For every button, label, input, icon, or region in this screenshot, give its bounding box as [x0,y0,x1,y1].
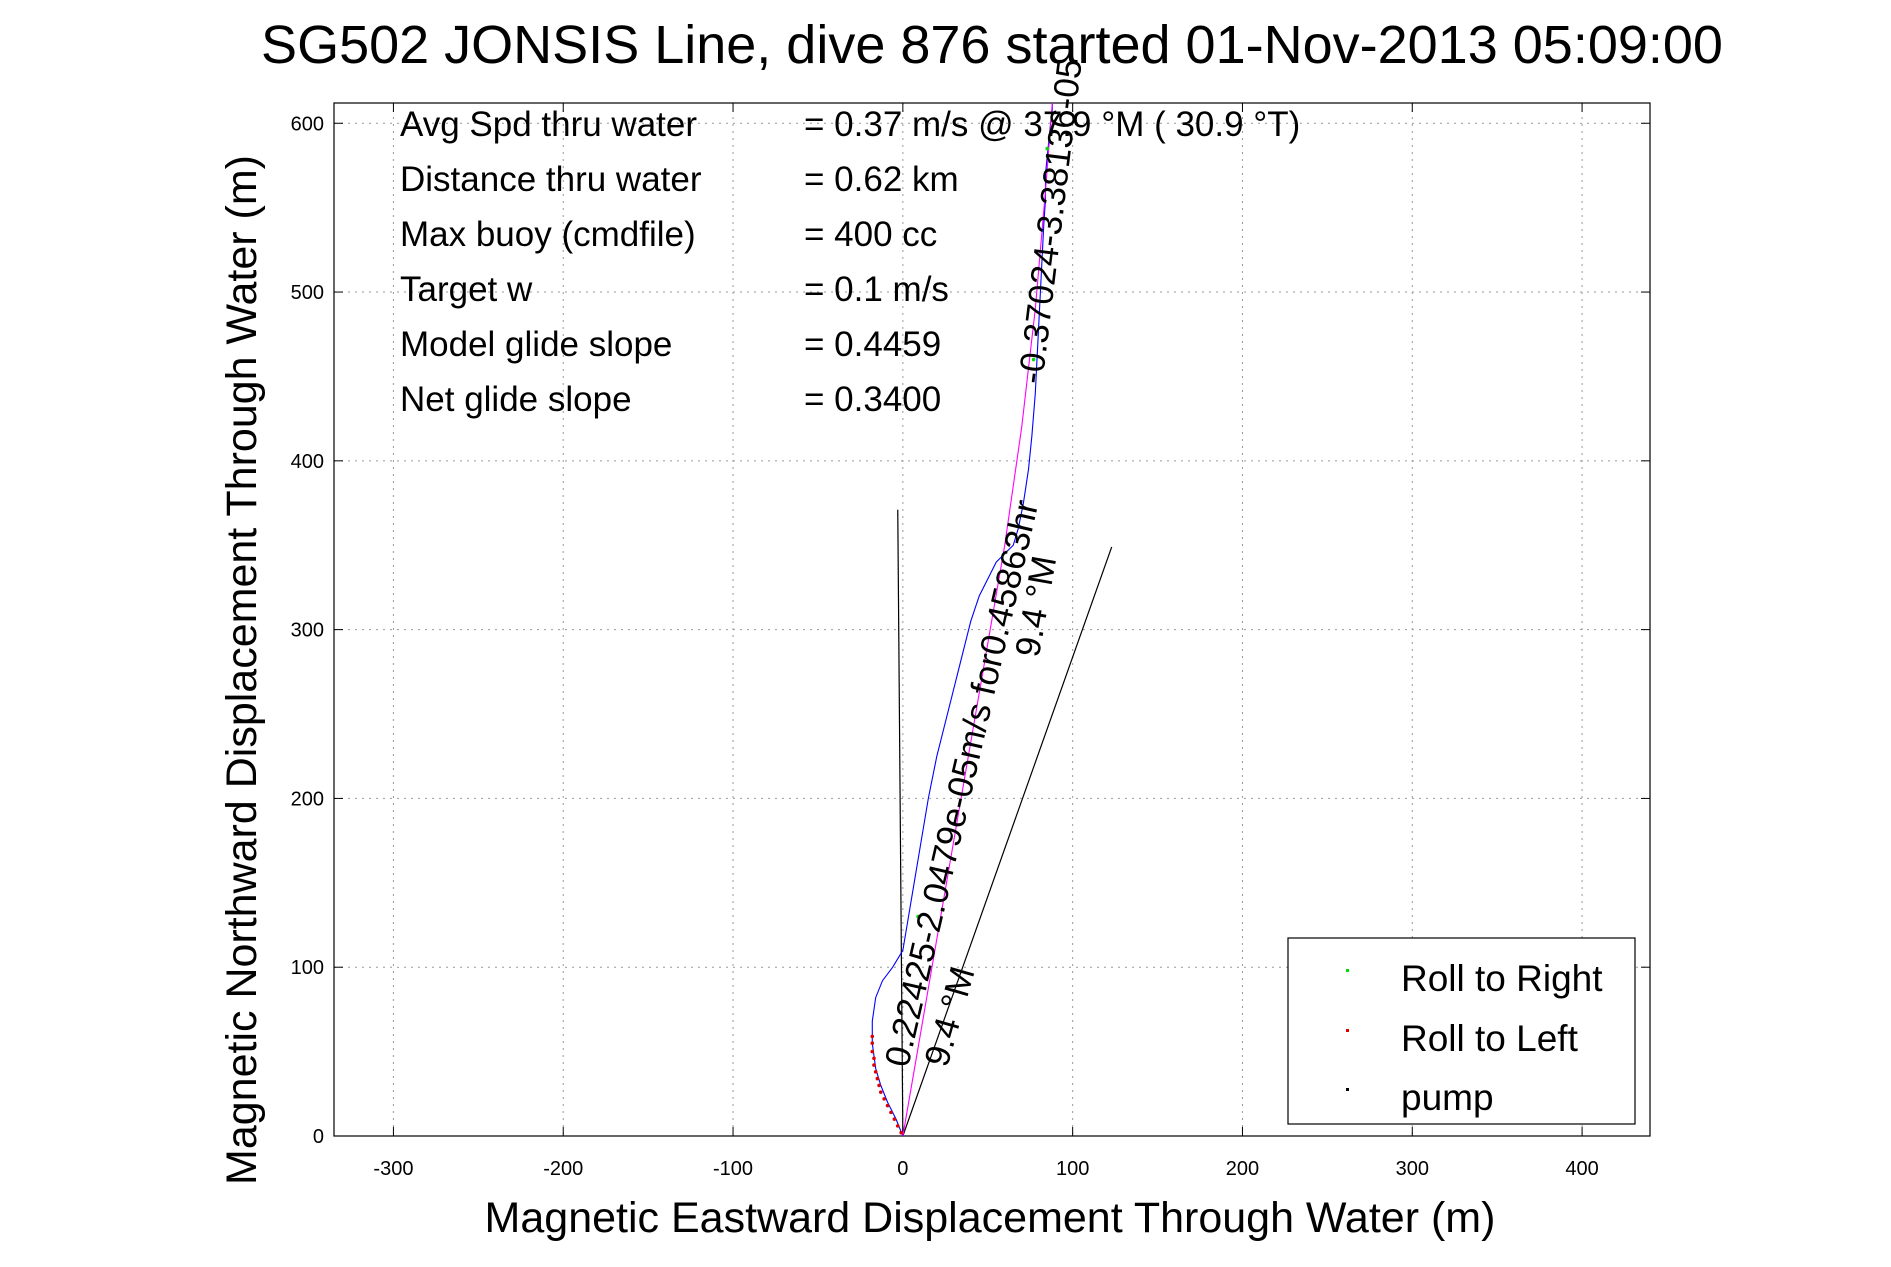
stat-value: = 0.3400 [804,380,941,419]
series-layer [870,102,1053,1137]
stat-label: Distance thru water [400,160,702,199]
y-tick-label: 0 [313,1126,324,1148]
data-point [895,1124,900,1128]
data-point [1031,357,1036,362]
tick-layer: -300 -200 -100 0 100 200 300 400 0 100 200 300 400 50… [291,103,1650,1180]
stats-block: Avg Spd thru water = 0.37 m/s @ 37.9 °M … [400,105,1300,419]
data-point [889,1110,893,1115]
legend-label-pump: pump [1401,1077,1494,1118]
stat-value: = 0.4459 [804,325,941,364]
reference-line [902,546,1113,1137]
data-point [872,1063,876,1067]
y-tick-label: 400 [291,451,324,473]
y-tick-label: 100 [291,957,324,979]
data-point [873,1070,878,1074]
data-point [877,1083,881,1088]
y-axis-title: Magnetic Northward Displacement Through … [218,155,266,1185]
x-tick-label: -200 [543,1158,583,1180]
reference-line [897,509,904,1137]
stat-label: Target w [400,270,533,309]
stat-label: Max buoy (cmdfile) [400,215,696,254]
x-tick-label: -100 [713,1158,753,1180]
x-axis-title: Magnetic Eastward Displacement Through W… [485,1194,1496,1242]
legend-marker-pump [1346,1088,1349,1091]
x-tick-label: 0 [897,1158,908,1180]
stat-value: = 400 cc [804,215,937,254]
y-tick-label: 500 [291,282,324,304]
track-line [871,103,1053,1137]
x-tick-label: 400 [1565,1158,1598,1180]
legend-marker-roll-right [1346,969,1349,972]
track-line [902,102,1053,1137]
stat-value: = 0.37 m/s @ 37.9 °M ( 30.9 °T) [804,105,1300,144]
y-tick-label: 600 [291,113,324,135]
data-point [882,1097,886,1101]
legend: Roll to Right Roll to Left pump [1287,937,1636,1125]
data-point [885,1103,890,1108]
plot-frame [333,102,1651,1137]
y-tick-label: 300 [291,620,324,642]
x-tick-label: 200 [1226,1158,1259,1180]
chart-title: SG502 JONSIS Line, dive 876 started 01-N… [261,15,1723,75]
data-point [899,1130,903,1135]
legend-label-roll-right: Roll to Right [1401,958,1603,999]
x-tick-label: 100 [1056,1158,1089,1180]
stat-label: Net glide slope [400,380,632,419]
data-point [1045,146,1049,151]
data-point [892,1117,897,1121]
y-tick-label: 200 [291,788,324,810]
data-point [870,1049,875,1054]
reference-lines [897,509,1113,1137]
data-point [878,1090,883,1094]
data-point [872,1056,876,1061]
legend-box [1287,937,1636,1125]
legend-label-roll-left: Roll to Left [1401,1018,1579,1059]
stat-value: = 0.62 km [804,160,959,199]
x-tick-label: -300 [373,1158,413,1180]
data-point [916,914,920,919]
stat-label: Model glide slope [400,325,672,364]
data-point [875,1076,880,1081]
legend-marker-roll-left [1346,1029,1349,1032]
stat-value: = 0.1 m/s [804,270,949,309]
stat-label: Avg Spd thru water [400,105,697,144]
x-tick-label: 300 [1396,1158,1429,1180]
data-point [870,1034,875,1039]
data-point [870,1041,875,1045]
